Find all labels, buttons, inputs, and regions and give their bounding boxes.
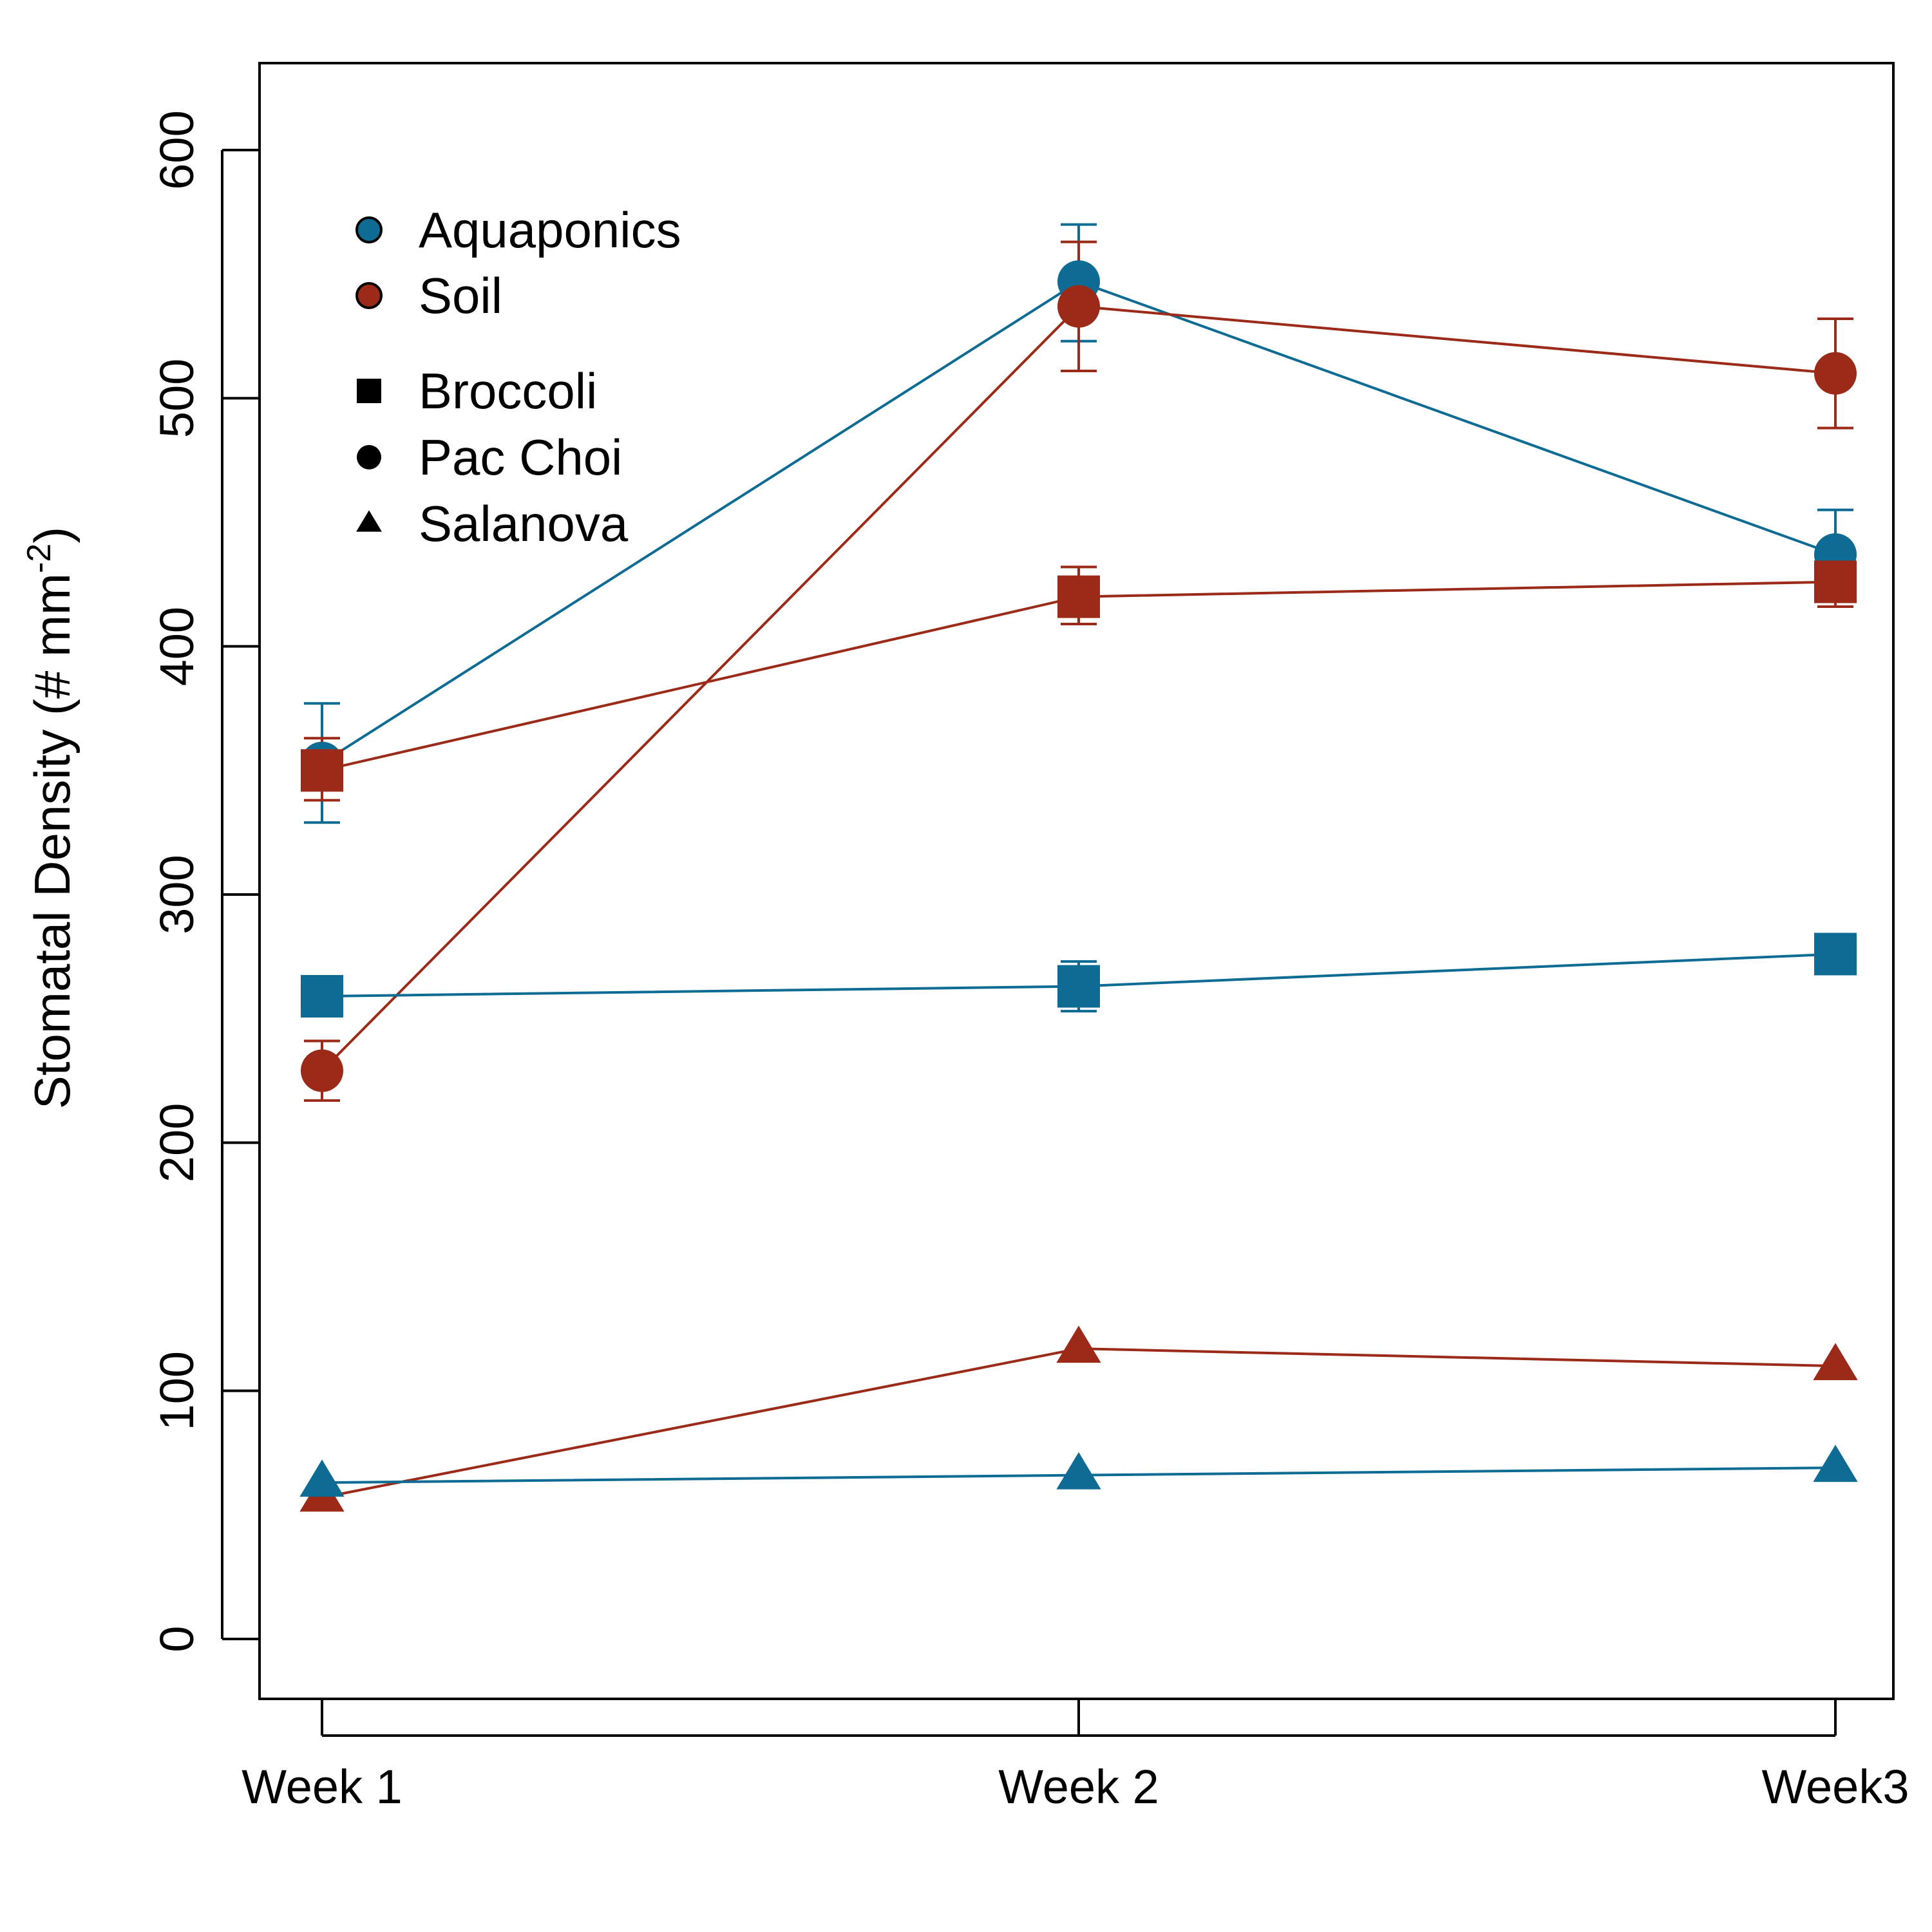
point-soil-pac-choi [1814,352,1857,395]
point-aquaponics-salanova [1813,1444,1858,1482]
point-aquaponics-broccoli [1057,965,1100,1008]
point-soil-broccoli [1057,575,1100,618]
point-aquaponics-salanova [1056,1452,1101,1490]
y-axis-title-main: Stomatal Density (# mm [24,573,80,1109]
legend-swatch-soil [355,282,383,309]
point-aquaponics-broccoli [301,974,343,1018]
series-line-soil-pac-choi [321,305,1836,1072]
data-points [299,260,1858,1512]
point-aquaponics-broccoli [1814,933,1857,976]
legend-label-salanova: Salanova [419,495,629,552]
y-axis-title: Stomatal Density (# mm-2) [21,527,80,1109]
legend-label-pac-choi: Pac Choi [419,429,623,486]
point-soil-pac-choi [1057,285,1100,328]
legend-marker-salanova [356,510,382,532]
y-tick-label: 600 [150,110,204,189]
y-tick-label: 100 [150,1351,204,1430]
y-tick-label: 200 [150,1103,204,1182]
legend-marker-pac-choi [357,445,381,469]
y-axis-title-superscript: -2 [21,544,58,573]
point-soil-broccoli [1814,560,1857,603]
x-tick-label: Week 1 [242,1760,402,1814]
y-tick-label: 300 [150,855,204,934]
y-tick-label: 400 [150,607,204,686]
legend-marker-broccoli [357,379,381,403]
plot-frame [258,62,1895,1700]
point-aquaponics-salanova [299,1459,345,1497]
legend-label-broccoli: Broccoli [419,363,597,419]
point-soil-broccoli [301,749,343,792]
point-soil-salanova [1056,1325,1101,1363]
legend: Aquaponics Soil Broccoli Pac Choi Salanova [355,202,681,552]
point-soil-pac-choi [301,1049,343,1092]
y-axis: 0 100 200 300 400 500 600 [150,110,260,1653]
y-tick-label: 0 [150,1625,204,1652]
point-soil-salanova [1813,1343,1858,1381]
x-axis: Week 1 Week 2 Week3 [242,1699,1909,1814]
legend-swatch-aquaponics [355,216,383,243]
legend-label-aquaponics: Aquaponics [419,202,681,258]
x-tick-label: Week3 [1762,1760,1909,1814]
y-axis-title-close: ) [24,527,80,544]
x-tick-label: Week 2 [998,1760,1159,1814]
plot-area [299,223,1858,1512]
legend-label-soil: Soil [419,267,502,324]
y-tick-label: 500 [150,359,204,438]
